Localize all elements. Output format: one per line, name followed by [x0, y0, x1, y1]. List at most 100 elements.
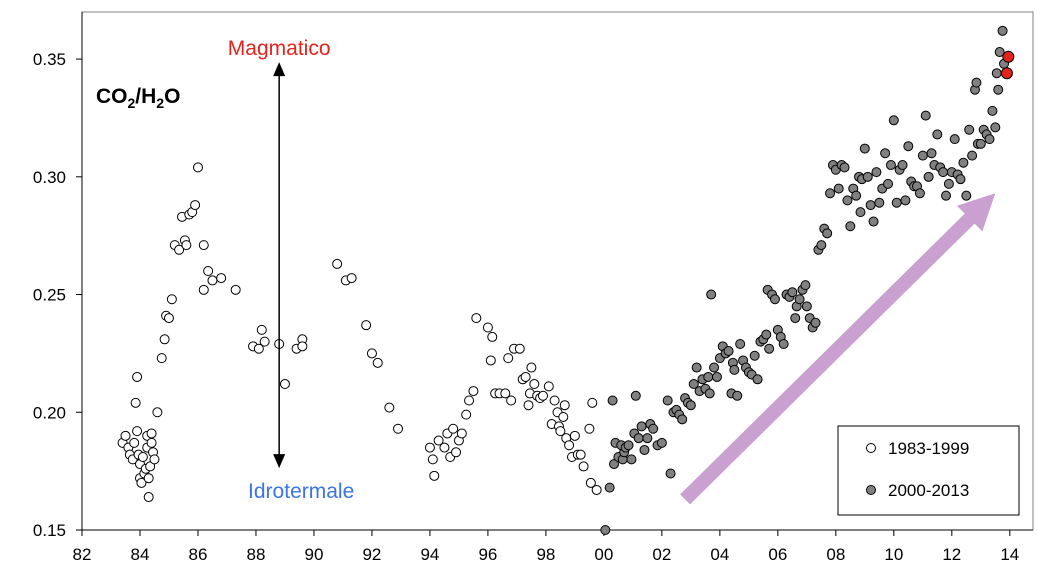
legend-marker-2000-2013	[866, 485, 876, 495]
data-point-2000-2013	[833, 183, 844, 194]
data-point-2000-2013	[626, 454, 637, 465]
data-point-highlight	[1000, 67, 1013, 80]
data-point-1983-1999	[146, 437, 157, 448]
data-point-1983-1999	[253, 343, 264, 354]
data-point-2000-2013	[938, 167, 949, 178]
legend-marker-1983-1999	[866, 443, 876, 453]
x-axis-tick-labels: 82 84 86 88 90 92 94 96 98 00 02 04 06 08 10 12 14	[73, 545, 1020, 564]
data-point-2000-2013	[958, 157, 969, 168]
data-point-1983-1999	[297, 341, 308, 352]
data-point-1983-1999	[506, 395, 517, 406]
data-point-2000-2013	[885, 160, 896, 171]
data-point-2000-2013	[816, 240, 827, 251]
data-point-1983-1999	[461, 409, 472, 420]
y-tick-label: 0.15	[33, 521, 66, 540]
data-point-2000-2013	[704, 388, 715, 399]
data-point-1983-1999	[487, 331, 498, 342]
x-tick-label: 04	[710, 545, 729, 564]
data-point-1983-1999	[190, 200, 201, 211]
data-point-2000-2013	[851, 190, 862, 201]
x-tick-label: 14	[1000, 545, 1019, 564]
data-point-2000-2013	[735, 338, 746, 349]
data-point-2000-2013	[955, 174, 966, 185]
data-point-1983-1999	[207, 275, 218, 286]
data-point-2000-2013	[971, 77, 982, 88]
data-point-2000-2013	[761, 329, 772, 340]
data-point-1983-1999	[526, 362, 537, 373]
data-point-2000-2013	[991, 68, 1002, 79]
data-point-1983-1999	[587, 397, 598, 408]
data-point-2000-2013	[888, 115, 899, 126]
data-point-2000-2013	[941, 190, 952, 201]
data-point-2000-2013	[609, 459, 620, 470]
data-point-2000-2013	[688, 379, 699, 390]
data-point-1983-1999	[482, 322, 493, 333]
data-point-2000-2013	[865, 200, 876, 211]
data-point-1983-1999	[216, 273, 227, 284]
data-point-1983-1999	[366, 348, 377, 359]
data-point-1983-1999	[439, 442, 450, 453]
x-tick-label: 06	[768, 545, 787, 564]
data-point-2000-2013	[633, 433, 644, 444]
data-point-1983-1999	[585, 477, 596, 488]
x-tick-label: 12	[942, 545, 961, 564]
x-tick-label: 94	[420, 545, 439, 564]
data-point-2000-2013	[967, 150, 978, 161]
data-point-1983-1999	[156, 353, 167, 364]
magmatic-label: Magmatico	[228, 37, 331, 60]
data-point-1983-1999	[520, 371, 531, 382]
data-point-2000-2013	[691, 362, 702, 373]
data-point-2000-2013	[723, 346, 734, 357]
data-point-1983-1999	[558, 411, 569, 422]
data-point-2000-2013	[752, 374, 763, 385]
data-point-1983-1999	[256, 324, 267, 335]
data-point-1983-1999	[198, 284, 209, 295]
data-point-2000-2013	[642, 433, 653, 444]
data-point-2000-2013	[685, 400, 696, 411]
data-point-1983-1999	[143, 492, 154, 503]
x-tick-label: 10	[884, 545, 903, 564]
data-point-2000-2013	[891, 197, 902, 208]
data-point-1983-1999	[181, 240, 192, 251]
data-point-2000-2013	[665, 468, 676, 479]
data-point-2000-2013	[862, 171, 873, 182]
data-point-1983-1999	[564, 440, 575, 451]
x-tick-label: 00	[594, 545, 613, 564]
data-point-2000-2013	[923, 171, 934, 182]
data-point-2000-2013	[787, 287, 798, 298]
data-point-2000-2013	[732, 390, 743, 401]
y-tick-label: 0.35	[33, 50, 66, 69]
data-point-2000-2013	[794, 294, 805, 305]
data-point-1983-1999	[591, 484, 602, 495]
data-point-1983-1999	[149, 454, 160, 465]
data-point-1983-1999	[578, 461, 589, 472]
data-point-1983-1999	[433, 435, 444, 446]
data-point-1983-1999	[559, 400, 570, 411]
data-point-1983-1999	[514, 343, 525, 354]
data-point-1983-1999	[132, 371, 143, 382]
x-tick-label: 08	[826, 545, 845, 564]
data-point-2000-2013	[994, 47, 1005, 58]
data-point-2000-2013	[623, 440, 634, 451]
data-point-2000-2013	[604, 482, 615, 493]
x-tick-label: 90	[304, 545, 323, 564]
data-point-2000-2013	[729, 364, 740, 375]
data-point-2000-2013	[790, 313, 801, 324]
data-point-2000-2013	[842, 195, 853, 206]
data-point-1983-1999	[146, 428, 157, 439]
data-point-2000-2013	[914, 188, 925, 199]
data-point-2000-2013	[990, 122, 1001, 133]
data-point-2000-2013	[800, 280, 811, 291]
x-tick-label: 92	[362, 545, 381, 564]
arrow-head-up	[273, 62, 286, 77]
ratio-label: CO2/H2O	[96, 85, 180, 111]
data-point-1983-1999	[393, 423, 404, 434]
data-point-2000-2013	[920, 110, 931, 121]
data-point-1983-1999	[523, 400, 534, 411]
data-point-1983-1999	[384, 402, 395, 413]
data-point-1983-1999	[529, 379, 540, 390]
data-point-2000-2013	[949, 134, 960, 145]
data-point-1983-1999	[584, 423, 595, 434]
data-point-1983-1999	[429, 470, 440, 481]
